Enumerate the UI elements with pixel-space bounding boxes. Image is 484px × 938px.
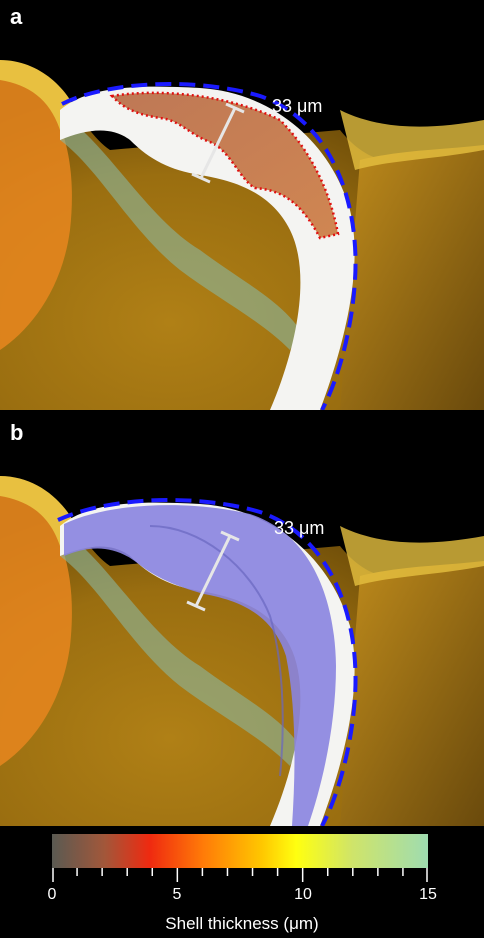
panel-b-image bbox=[0, 476, 484, 826]
panel-b: b 33 μm bbox=[0, 416, 484, 826]
colorbar-ticks bbox=[52, 868, 428, 882]
panel-b-label: b bbox=[10, 420, 24, 445]
colorbar-tick-0: 0 bbox=[47, 886, 57, 903]
colorbar-tick-10: 10 bbox=[294, 886, 312, 903]
colorbar-tick-5: 5 bbox=[172, 886, 182, 903]
colorbar-title: Shell thickness (μm) bbox=[165, 914, 319, 933]
colorbar-tick-15: 15 bbox=[419, 886, 437, 903]
colorbar-gradient bbox=[52, 834, 428, 868]
panel-a-image bbox=[0, 60, 484, 410]
panel-b-measurement: 33 μm bbox=[274, 518, 325, 538]
colorbar-legend: 0 5 10 15 Shell thickness (μm) bbox=[0, 828, 484, 938]
panel-a-label: a bbox=[10, 4, 23, 29]
panel-a-measurement: 33 μm bbox=[272, 96, 323, 116]
panel-a: a 33 μm bbox=[0, 0, 484, 410]
